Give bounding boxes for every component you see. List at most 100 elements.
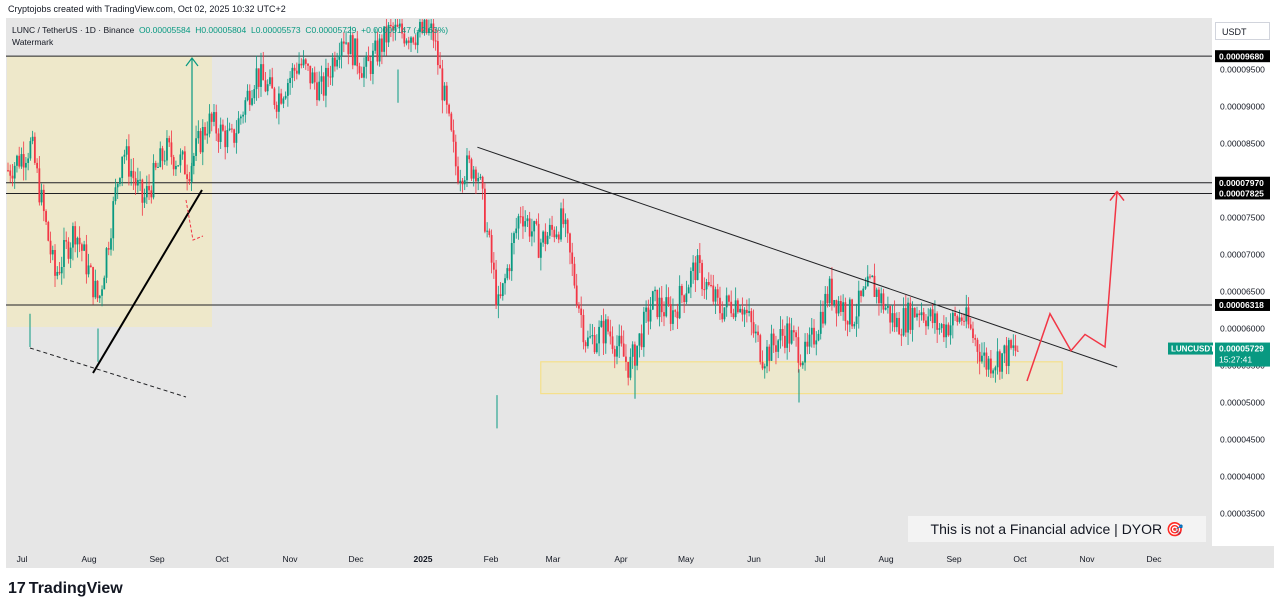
candle-body bbox=[463, 180, 466, 185]
candle-body bbox=[504, 278, 506, 284]
candle-body bbox=[539, 242, 542, 258]
candle-body bbox=[945, 324, 948, 338]
x-tick-label: Dec bbox=[1146, 554, 1162, 564]
currency-button[interactable]: USDT bbox=[1215, 22, 1270, 40]
candle-body bbox=[486, 230, 489, 232]
chart-panel[interactable] bbox=[6, 18, 1274, 568]
candle-body bbox=[403, 33, 406, 44]
candle-body bbox=[230, 128, 233, 130]
candle-body bbox=[692, 262, 695, 272]
candle-body bbox=[786, 323, 789, 348]
candle-body bbox=[934, 313, 936, 323]
candle-body bbox=[566, 219, 569, 234]
candle-body bbox=[273, 88, 276, 105]
candle-body bbox=[913, 307, 916, 318]
candle-body bbox=[148, 186, 150, 191]
candle-body bbox=[947, 324, 950, 336]
watermark-label: Watermark bbox=[12, 37, 54, 47]
candle-body bbox=[242, 114, 244, 117]
candle-body bbox=[790, 330, 793, 344]
candle-body bbox=[853, 324, 856, 327]
range-highlight-zone bbox=[7, 56, 212, 328]
level-tag-label: 0.00007825 bbox=[1219, 189, 1264, 199]
candle-body bbox=[772, 333, 775, 346]
candle-body bbox=[831, 278, 833, 305]
candle-body bbox=[916, 313, 918, 318]
candle-body bbox=[842, 302, 845, 312]
candle-body bbox=[714, 289, 717, 302]
candle-body bbox=[318, 81, 321, 101]
candle-body bbox=[922, 312, 925, 321]
candle-body bbox=[893, 313, 896, 328]
candle-body bbox=[60, 266, 63, 274]
candle-body bbox=[347, 42, 350, 55]
candle-body bbox=[665, 297, 668, 317]
candle-body bbox=[676, 311, 679, 319]
tradingview-brand[interactable]: 17 TradingView bbox=[8, 580, 123, 598]
candle-body bbox=[235, 133, 238, 143]
candle-body bbox=[49, 240, 52, 255]
candle-body bbox=[526, 218, 529, 222]
candle-body bbox=[685, 293, 688, 303]
candle-body bbox=[826, 293, 829, 304]
candle-body bbox=[414, 42, 417, 46]
level-tag bbox=[1215, 298, 1270, 311]
candle-body bbox=[989, 358, 992, 374]
candle-body bbox=[166, 138, 168, 161]
candle-body bbox=[378, 38, 381, 62]
candle-body bbox=[492, 262, 495, 270]
x-tick-label: May bbox=[678, 554, 695, 564]
candle-body bbox=[963, 320, 965, 322]
candle-body bbox=[351, 35, 354, 66]
y-tick-label: 0.00007000 bbox=[1220, 250, 1265, 260]
candle-body bbox=[515, 228, 518, 234]
candle-body bbox=[101, 289, 103, 296]
y-tick-label: 0.00003500 bbox=[1220, 509, 1265, 519]
candle-body bbox=[488, 230, 491, 236]
candle-body bbox=[27, 158, 30, 163]
candle-body bbox=[591, 335, 594, 337]
candle-body bbox=[192, 155, 195, 166]
candle-body bbox=[356, 38, 359, 67]
candle-body bbox=[490, 235, 493, 263]
candle-body bbox=[887, 306, 889, 308]
y-tick-label: 0.00006000 bbox=[1220, 324, 1265, 334]
candle-body bbox=[578, 304, 580, 309]
candle-body bbox=[958, 317, 961, 322]
candle-body bbox=[951, 312, 954, 326]
candle-body bbox=[31, 136, 34, 142]
candle-body bbox=[121, 156, 124, 179]
candle-body bbox=[817, 333, 820, 341]
candle-body bbox=[159, 148, 162, 167]
candle-body bbox=[519, 216, 522, 218]
candle-body bbox=[425, 19, 428, 34]
candle-body bbox=[177, 165, 180, 167]
candle-body bbox=[481, 176, 484, 189]
candle-body bbox=[80, 244, 83, 251]
candle-body bbox=[269, 77, 271, 85]
candle-body bbox=[383, 26, 386, 52]
y-tick-label: 0.00006500 bbox=[1220, 287, 1265, 297]
candle-body bbox=[607, 319, 609, 332]
candle-body bbox=[286, 82, 289, 96]
candle-body bbox=[416, 32, 419, 46]
candle-body bbox=[810, 327, 813, 335]
candle-body bbox=[631, 344, 634, 357]
candle-body bbox=[927, 316, 930, 327]
candle-body bbox=[728, 295, 730, 302]
candle-body bbox=[423, 19, 426, 33]
candle-body bbox=[72, 226, 74, 248]
candle-body bbox=[123, 154, 126, 157]
candle-body bbox=[419, 21, 421, 33]
candle-body bbox=[640, 333, 643, 348]
candle-body bbox=[499, 294, 502, 297]
candle-body bbox=[291, 67, 294, 78]
candle-body bbox=[674, 310, 677, 312]
candle-body bbox=[613, 349, 616, 357]
candle-body bbox=[625, 356, 627, 362]
candle-body bbox=[994, 367, 997, 371]
candle-body bbox=[956, 316, 959, 322]
candle-body bbox=[983, 352, 986, 356]
candle-body bbox=[132, 170, 135, 179]
